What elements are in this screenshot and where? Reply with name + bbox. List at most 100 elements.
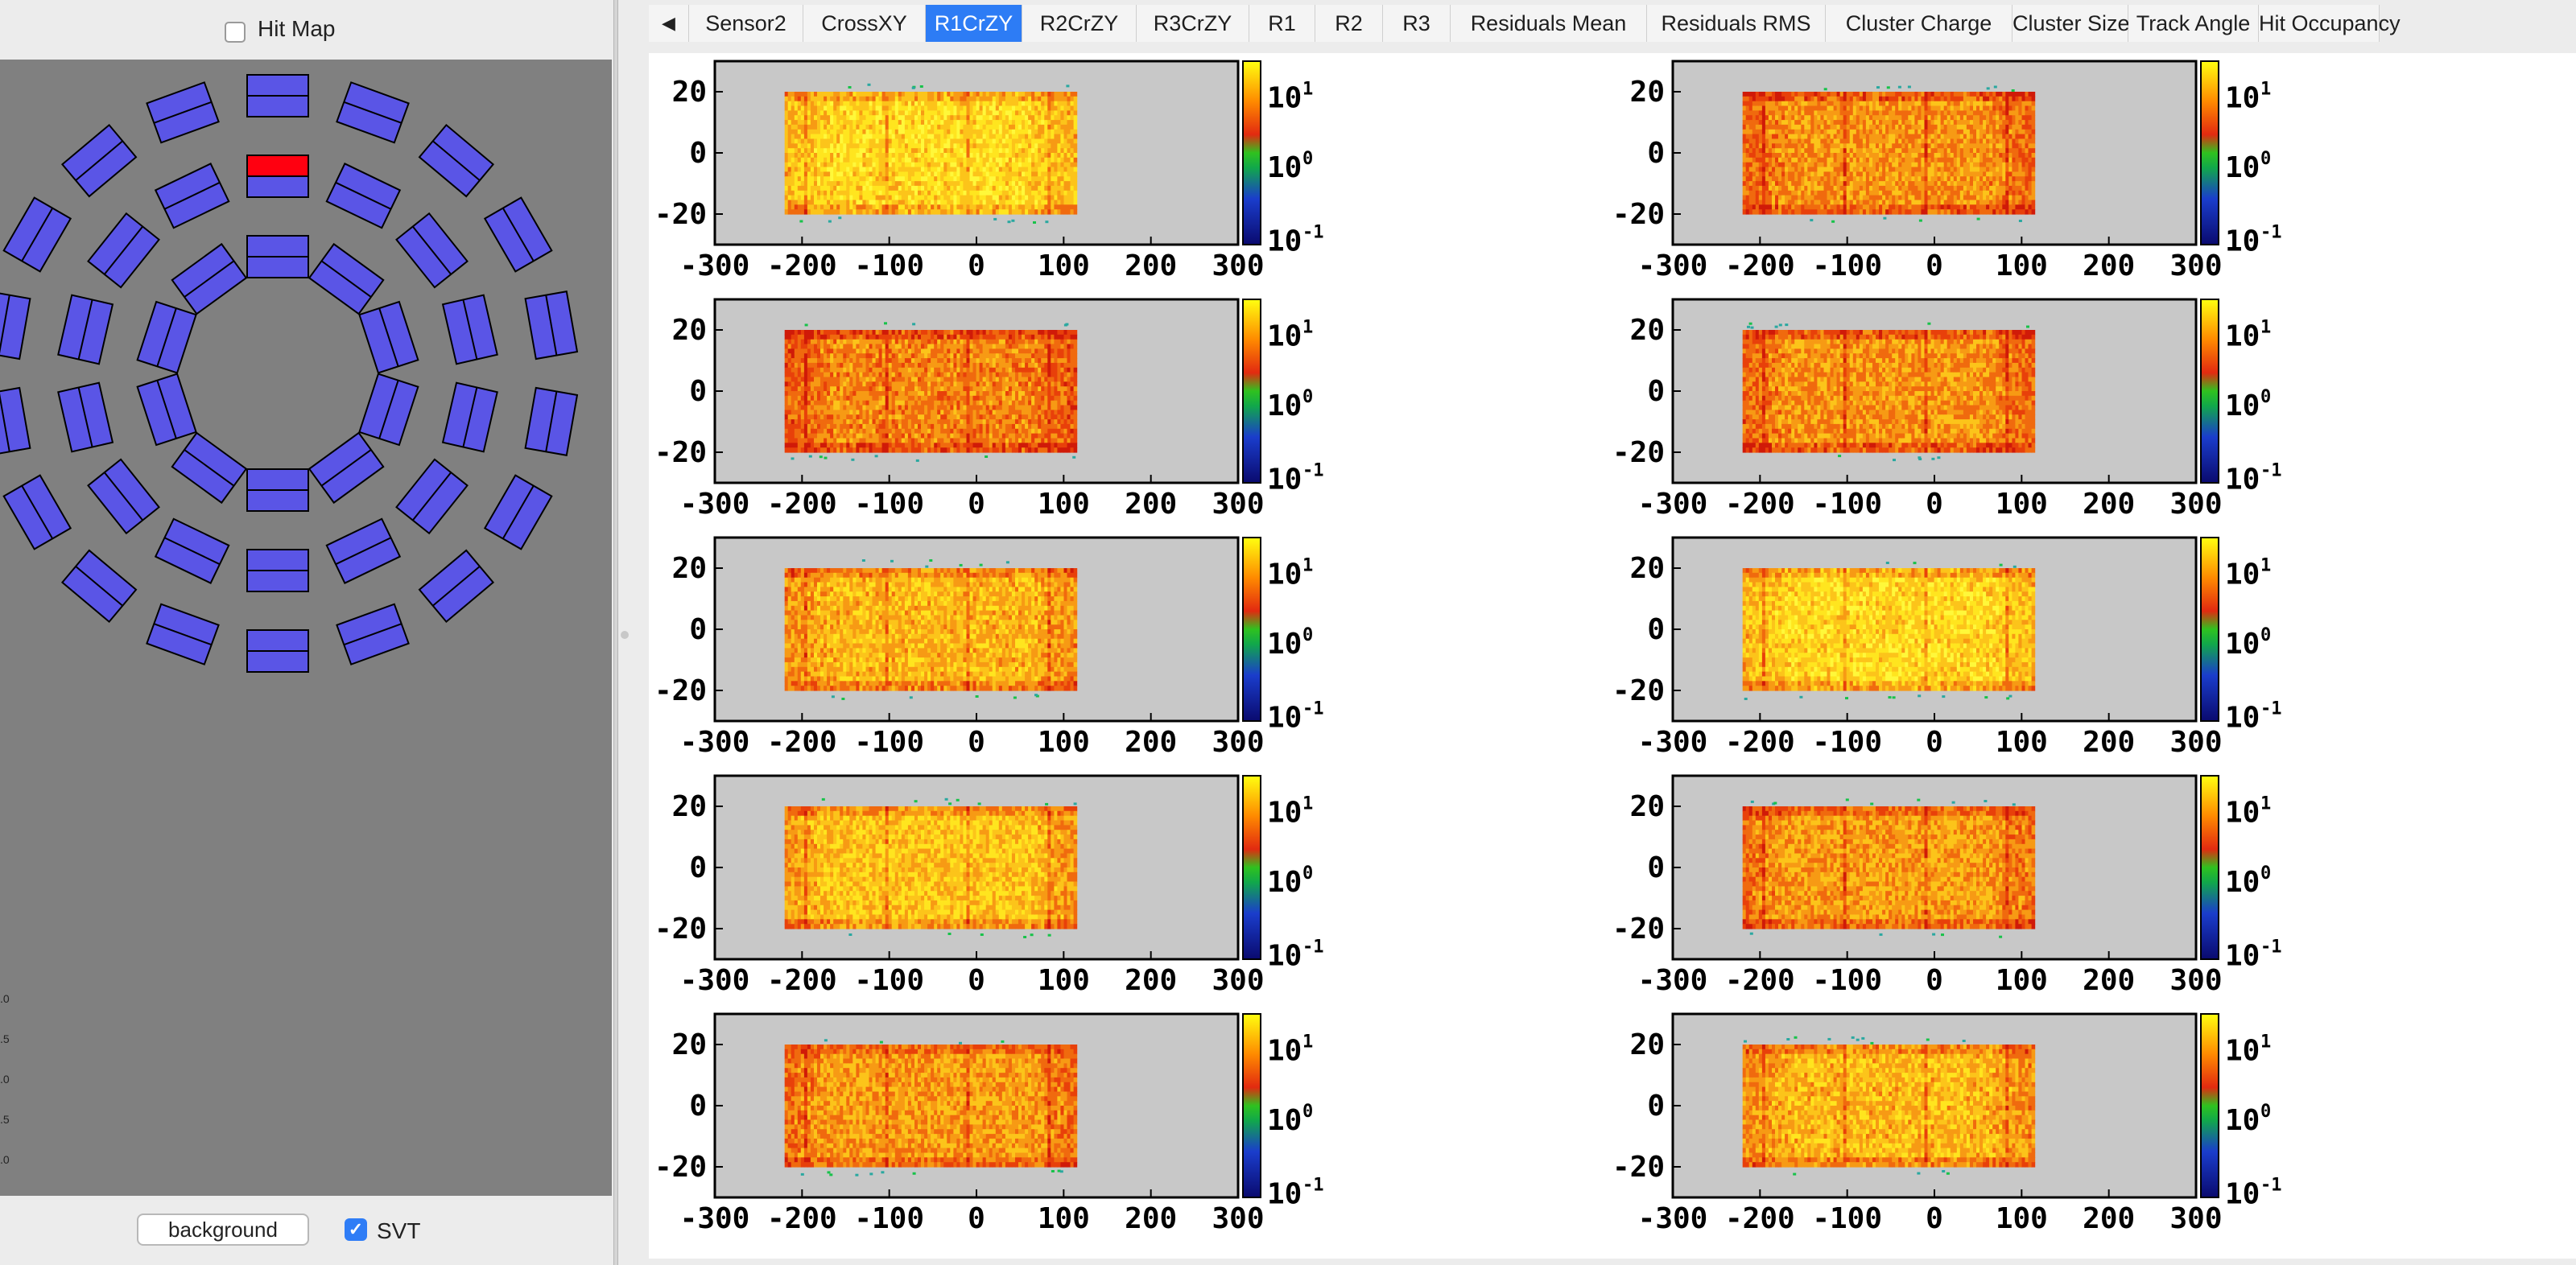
colorbar-tick-label: 10 (2225, 82, 2260, 115)
tab-residuals-rms[interactable]: Residuals RMS (1647, 5, 1826, 42)
tick-label-stub: .0 (0, 1153, 10, 1166)
tab-residuals-mean[interactable]: Residuals Mean (1451, 5, 1647, 42)
svt-module[interactable] (483, 196, 553, 273)
colorbar-tick-exponent: -1 (2260, 937, 2282, 957)
svt-module[interactable] (57, 294, 114, 365)
svt-module[interactable] (246, 629, 309, 673)
x-tick-label: -100 (1812, 964, 1882, 997)
svt-checkbox[interactable]: ✓ (345, 1218, 367, 1241)
tab-bar: ◀ Sensor2 CrossXY R1CrZY R2CrZY R3CrZY R1 R2 R3… (649, 5, 2576, 42)
x-tick-label: 0 (1926, 488, 1943, 521)
colorbar-tick-label: 10 (1267, 797, 1302, 830)
colorbar-tick-exponent: 1 (1302, 318, 1313, 338)
tab-hit-occupancy[interactable]: Hit Occupancy (2259, 5, 2401, 42)
detector-panel: Hit Map .0 .5 .0 .5 .0 background ✓ SVT (0, 0, 612, 1265)
x-tick-label: -200 (1725, 726, 1795, 759)
tab-scroll-left-icon[interactable]: ◀ (649, 5, 689, 42)
svt-module[interactable] (57, 381, 114, 453)
svt-module[interactable] (358, 300, 419, 374)
divider-grip-icon[interactable] (621, 631, 629, 639)
colorbar-tick-exponent: 0 (1302, 387, 1313, 407)
svt-module[interactable] (441, 381, 498, 453)
colorbar-tick-exponent: 0 (2260, 1102, 2271, 1122)
tab-crossxy[interactable]: CrossXY (803, 5, 926, 42)
y-tick-label: 0 (689, 1090, 707, 1123)
svt-module[interactable] (524, 386, 579, 456)
svt-module[interactable] (136, 373, 197, 447)
svt-module[interactable] (0, 290, 31, 361)
svt-module[interactable] (246, 155, 309, 198)
svt-module[interactable] (2, 474, 72, 550)
svt-module[interactable] (395, 212, 469, 289)
colorbar-tick-exponent: 0 (1302, 149, 1313, 169)
tab-r2[interactable]: R2 (1315, 5, 1383, 42)
colorbar-tick-label: 10 (2225, 866, 2260, 899)
y-tick-label: -20 (654, 674, 707, 707)
colorbar-tick-exponent: -1 (1302, 937, 1324, 957)
split-pane-divider[interactable] (613, 0, 618, 1265)
svt-module[interactable] (325, 517, 402, 584)
x-tick-label: 300 (1212, 1202, 1264, 1235)
background-button[interactable]: background (137, 1213, 309, 1246)
svt-module[interactable] (308, 431, 385, 505)
svt-module[interactable] (246, 235, 309, 278)
tab-sensor2[interactable]: Sensor2 (689, 5, 803, 42)
tab-r1[interactable]: R1 (1249, 5, 1315, 42)
x-tick-label: 200 (1125, 1202, 1177, 1235)
tab-r2crzy[interactable]: R2CrZY (1022, 5, 1137, 42)
svt-module[interactable] (60, 123, 138, 198)
svt-module[interactable] (336, 603, 410, 665)
hitmap-checkbox[interactable] (225, 22, 246, 43)
x-tick-label: 100 (1038, 249, 1090, 282)
y-tick-label: 0 (1647, 137, 1665, 170)
colorbar-tick-exponent: 0 (1302, 1102, 1313, 1122)
y-tick-label: -20 (1612, 674, 1665, 707)
svt-module[interactable] (246, 549, 309, 592)
svt-module[interactable] (358, 373, 419, 447)
x-tick-label: 300 (1212, 488, 1264, 521)
svt-module[interactable] (246, 468, 309, 512)
svt-module[interactable] (146, 81, 220, 144)
svt-module[interactable] (395, 458, 469, 535)
tab-r3crzy[interactable]: R3CrZY (1137, 5, 1249, 42)
tab-cluster-charge[interactable]: Cluster Charge (1826, 5, 2013, 42)
svt-module[interactable] (524, 290, 579, 361)
svt-module[interactable] (136, 300, 197, 374)
colorbar-tick-label: 10 (2225, 558, 2260, 591)
colorbar-tick-label: 10 (2225, 797, 2260, 830)
x-tick-label: 300 (2169, 488, 2222, 521)
svt-module[interactable] (87, 212, 160, 289)
svt-module[interactable] (171, 431, 248, 505)
x-tick-label: -100 (854, 726, 924, 759)
svt-modules-diagram[interactable] (0, 60, 612, 1196)
svt-module[interactable] (154, 517, 230, 584)
svt-module[interactable] (418, 549, 495, 624)
svt-module[interactable] (0, 386, 31, 456)
svt-module[interactable] (325, 163, 402, 229)
x-tick-label: 100 (1996, 488, 2048, 521)
tab-r3[interactable]: R3 (1383, 5, 1451, 42)
x-tick-label: 200 (1125, 964, 1177, 997)
svt-module[interactable] (441, 294, 498, 365)
svt-module[interactable] (171, 242, 248, 315)
svt-module[interactable] (154, 163, 230, 229)
colorbar-tick-label: 10 (2225, 939, 2260, 972)
svt-module[interactable] (483, 474, 553, 550)
x-tick-label: 200 (2083, 1202, 2135, 1235)
svt-detector-view[interactable]: .0 .5 .0 .5 .0 (0, 60, 612, 1196)
svt-module[interactable] (87, 458, 160, 535)
tab-track-angle[interactable]: Track Angle (2128, 5, 2259, 42)
svt-module[interactable] (146, 603, 220, 665)
svt-module[interactable] (308, 242, 385, 315)
tab-cluster-size[interactable]: Cluster Size (2013, 5, 2130, 42)
colorbar-tick-label: 10 (2225, 1177, 2260, 1210)
svt-module[interactable] (60, 549, 138, 624)
svt-module[interactable] (2, 196, 72, 273)
colorbar (1242, 60, 1261, 245)
y-tick-label: 20 (1630, 552, 1665, 585)
tab-r1crzy[interactable]: R1CrZY (926, 5, 1022, 42)
svt-module[interactable] (336, 81, 410, 144)
svt-module[interactable] (418, 123, 495, 198)
svt-module[interactable] (246, 74, 309, 117)
